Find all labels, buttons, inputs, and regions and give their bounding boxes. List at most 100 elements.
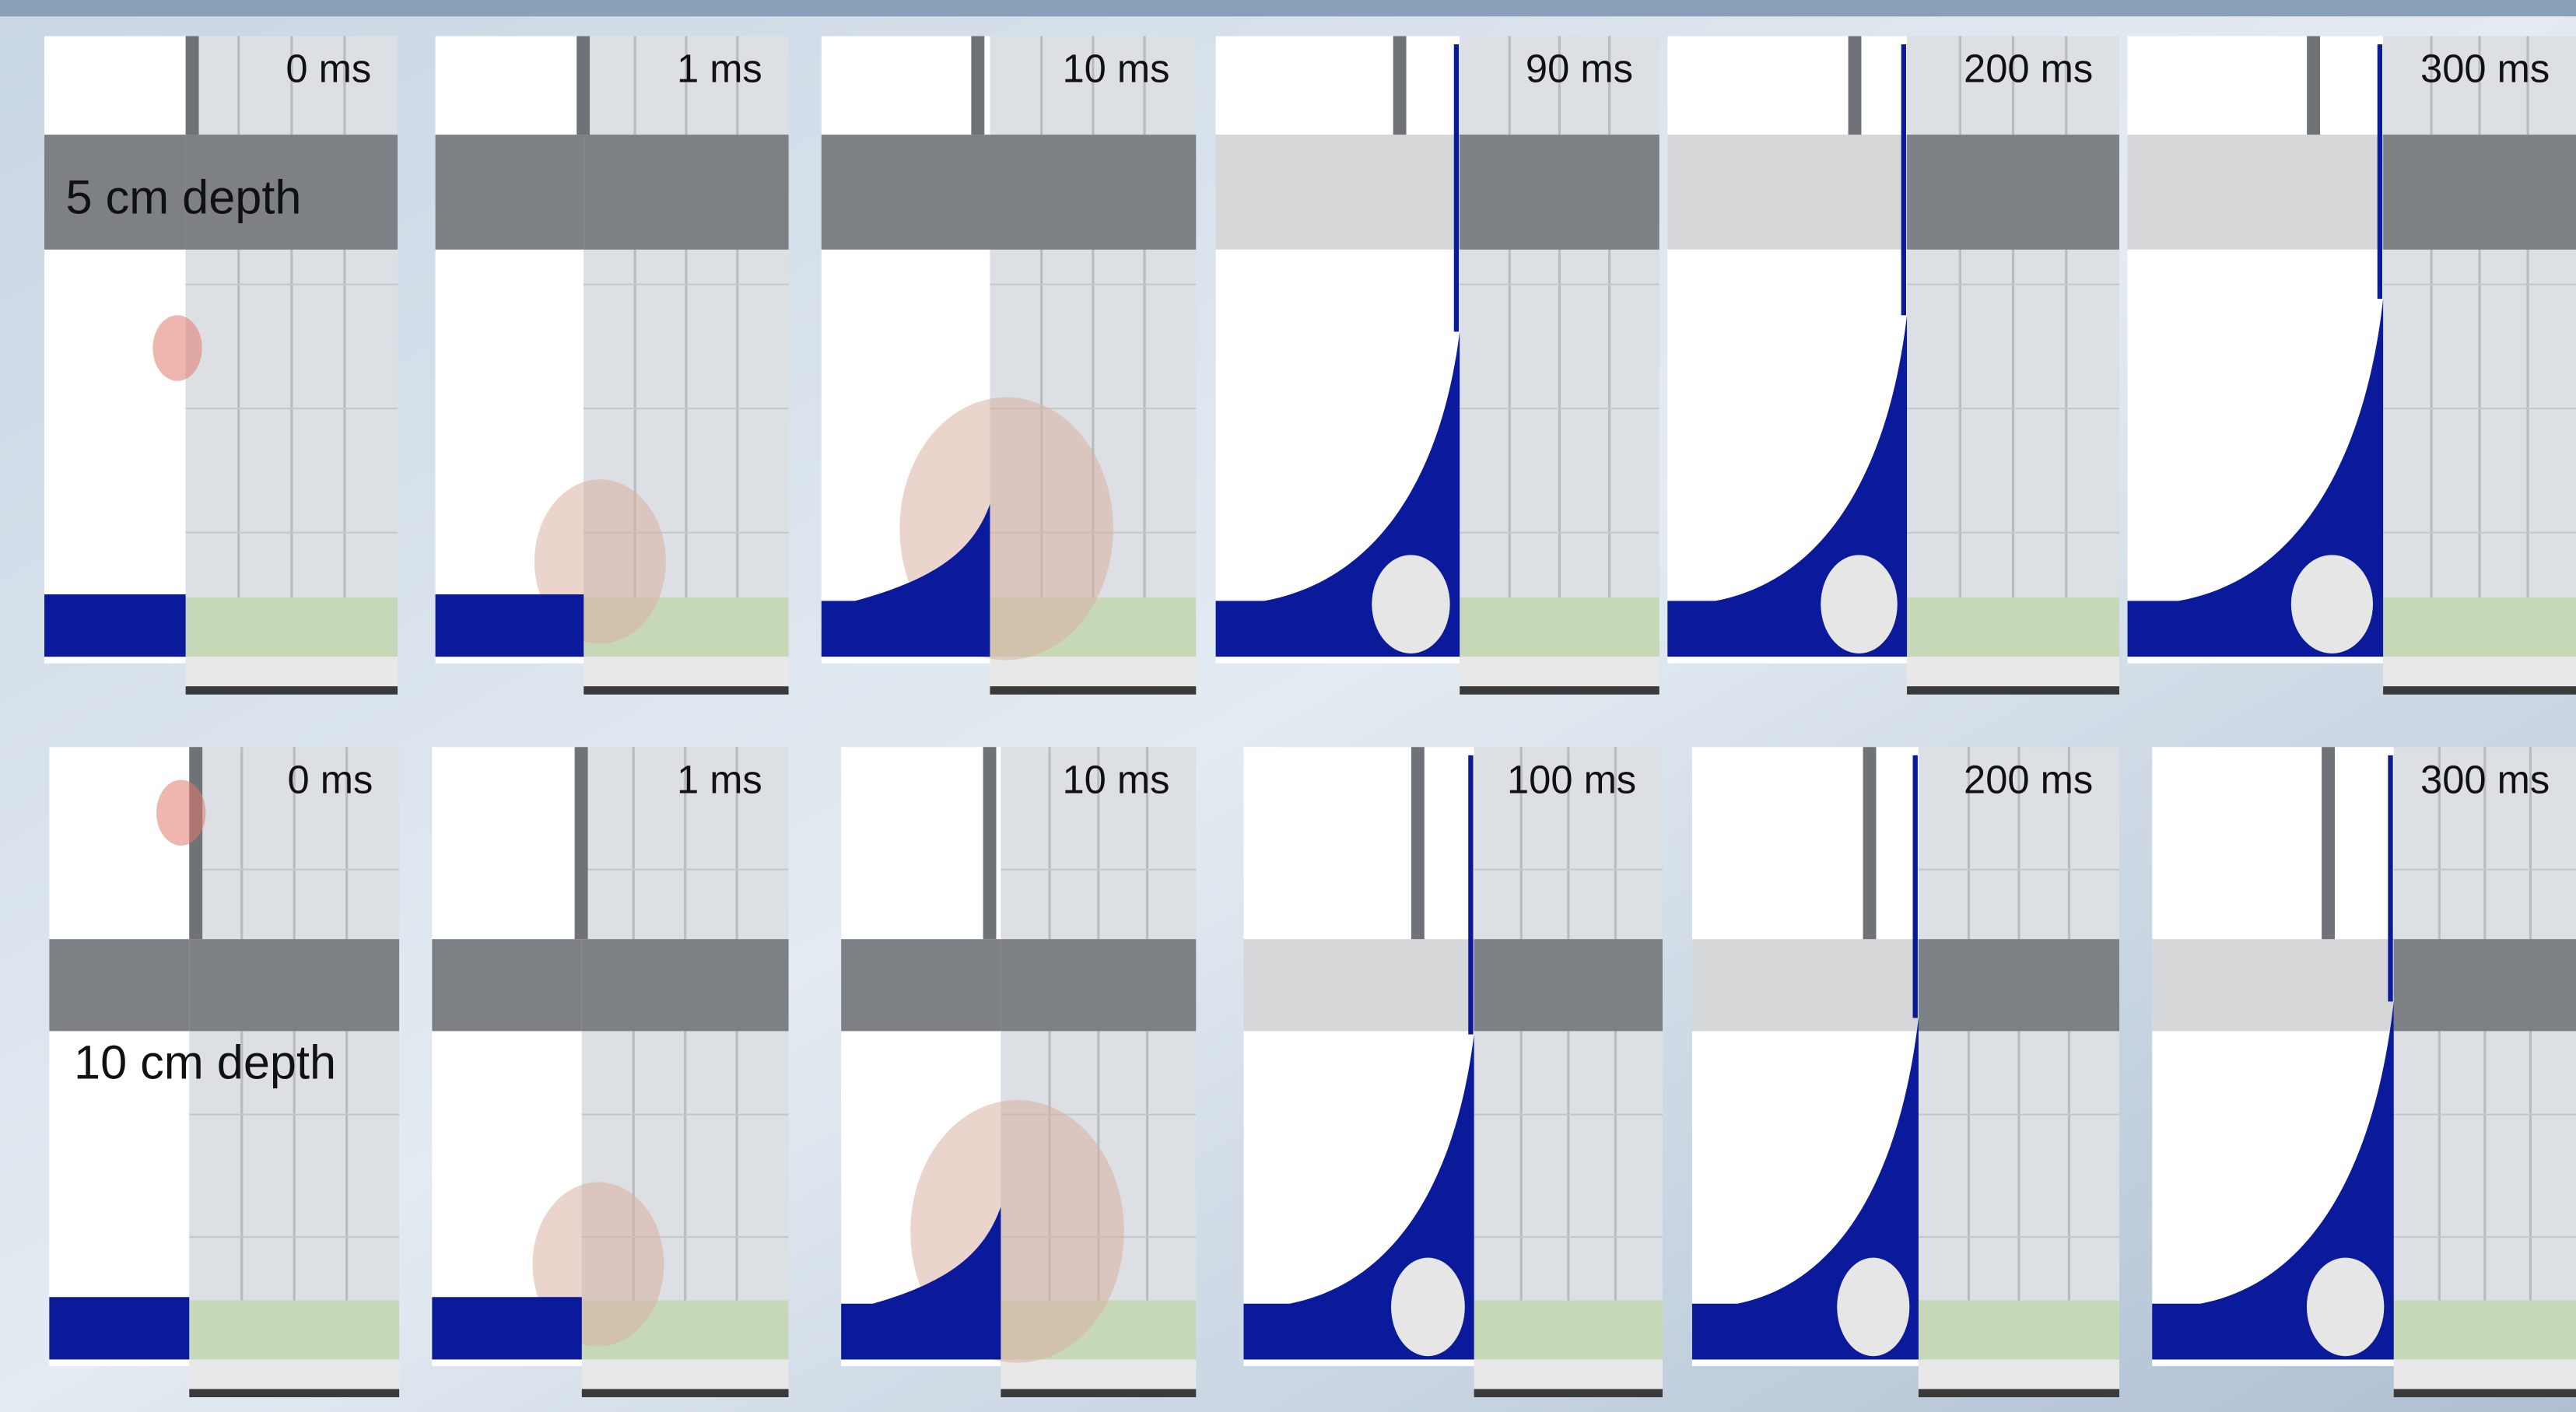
- ruler-edge: [189, 1389, 400, 1398]
- panel: 10 ms: [841, 747, 1197, 1398]
- time-label: 90 ms: [1526, 47, 1633, 91]
- panel: 0 ms: [44, 36, 398, 695]
- time-label: 10 ms: [1062, 47, 1169, 91]
- cavity: [2306, 1257, 2385, 1357]
- cavity: [1372, 555, 1450, 653]
- dark-band-sim: [1667, 135, 1908, 250]
- cavity: [1837, 1257, 1910, 1357]
- row-label: 10 cm depth: [74, 1036, 336, 1089]
- time-label: 0 ms: [286, 47, 371, 91]
- dark-band: [2383, 135, 2576, 250]
- pipe: [983, 747, 997, 940]
- panel: 100 ms: [1243, 747, 1663, 1398]
- water-sim: [821, 503, 990, 657]
- time-label: 200 ms: [1964, 47, 2093, 91]
- panel: 200 ms: [1667, 36, 2119, 695]
- ruler-edge: [2383, 686, 2576, 695]
- water-sim: [49, 1297, 190, 1360]
- dark-band: [1460, 135, 1660, 250]
- dark-band: [990, 135, 1197, 250]
- pipe: [1411, 747, 1425, 940]
- dark-band-sim: [1243, 939, 1474, 1032]
- pipe: [2307, 36, 2321, 135]
- water-photo: [1460, 597, 1660, 657]
- dark-band-sim: [1691, 939, 1919, 1032]
- plume: [156, 780, 206, 846]
- cavity: [2290, 555, 2373, 653]
- panel: 1 ms: [435, 36, 789, 695]
- water-photo: [2393, 1300, 2576, 1360]
- ruler-edge: [1474, 1389, 1663, 1398]
- ruler: [1001, 1359, 1197, 1393]
- pipe: [1848, 36, 1862, 135]
- ruler: [990, 657, 1197, 690]
- time-label: 0 ms: [288, 757, 373, 801]
- time-label: 1 ms: [677, 47, 762, 91]
- pipe: [971, 36, 985, 135]
- dark-band-sim: [841, 939, 1001, 1032]
- time-label: 1 ms: [677, 757, 762, 801]
- plume: [152, 315, 202, 381]
- panel: 1 ms: [432, 747, 789, 1398]
- ruler: [2393, 1359, 2576, 1393]
- panel: 10 ms: [821, 36, 1197, 695]
- ruler-edge: [1001, 1389, 1197, 1398]
- ruler-edge: [1907, 686, 2119, 695]
- time-label: 200 ms: [1964, 757, 2093, 801]
- pipe: [577, 36, 591, 135]
- simulation-area: [49, 747, 190, 1366]
- ruler: [1918, 1359, 2119, 1393]
- panel: 300 ms: [2152, 747, 2576, 1398]
- dark-band-sim: [821, 135, 990, 250]
- panel: 90 ms: [1215, 36, 1660, 695]
- row-label: 5 cm depth: [65, 170, 301, 223]
- ruler: [2383, 657, 2576, 690]
- dark-band: [1474, 939, 1663, 1032]
- ruler-edge: [1460, 686, 1660, 695]
- ruler-edge: [990, 686, 1197, 695]
- cavity: [1821, 555, 1898, 653]
- dark-band: [2393, 939, 2576, 1032]
- panel: 300 ms: [2127, 36, 2576, 695]
- title-strip: [0, 0, 2576, 17]
- dark-band-sim: [432, 939, 582, 1032]
- ruler: [581, 1359, 789, 1393]
- pipe: [574, 747, 588, 940]
- dark-band-sim: [44, 135, 186, 250]
- pipe: [185, 36, 199, 135]
- ruler-edge: [185, 686, 398, 695]
- water-photo: [189, 1300, 400, 1360]
- dark-band-sim: [2127, 135, 2384, 250]
- ruler-edge: [584, 686, 789, 695]
- time-label: 10 ms: [1062, 757, 1169, 801]
- ruler-edge: [1918, 1389, 2119, 1398]
- water-sim: [44, 594, 186, 657]
- dark-band: [1001, 939, 1197, 1032]
- dark-band: [581, 939, 789, 1032]
- water-photo: [2383, 597, 2576, 657]
- cavity: [1391, 1257, 1465, 1357]
- dark-band-sim: [1215, 135, 1460, 250]
- water-photo: [185, 597, 398, 657]
- pipe: [2322, 747, 2336, 940]
- panel: 0 ms: [49, 747, 400, 1398]
- water-photo: [1474, 1300, 1663, 1360]
- dark-band-sim: [49, 939, 190, 1032]
- panel: 200 ms: [1691, 747, 2119, 1398]
- ruler: [189, 1359, 400, 1393]
- pipe: [1863, 747, 1877, 940]
- dark-band: [1918, 939, 2119, 1032]
- dark-band-sim: [435, 135, 584, 250]
- time-label: 300 ms: [2420, 47, 2550, 91]
- time-label: 300 ms: [2420, 757, 2550, 801]
- pipe: [1393, 36, 1407, 135]
- ruler-edge: [581, 1389, 789, 1398]
- ruler: [1460, 657, 1660, 690]
- ruler: [1907, 657, 2119, 690]
- ruler: [1474, 1359, 1663, 1393]
- ruler-edge: [2393, 1389, 2576, 1398]
- water-sim: [432, 1297, 582, 1360]
- ruler: [584, 657, 789, 690]
- dark-band: [1907, 135, 2119, 250]
